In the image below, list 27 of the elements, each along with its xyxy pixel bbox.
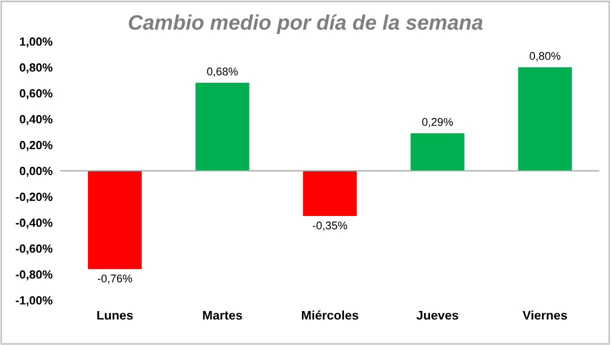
data-label: -0,76%: [98, 274, 132, 284]
y-tick-label: -0,40%: [16, 218, 52, 229]
data-label: -0,35%: [312, 222, 348, 231]
data-label: 0,80%: [530, 52, 560, 62]
y-tick-label: 0,80%: [20, 63, 52, 74]
bar: [410, 133, 464, 171]
x-tick-label: Lunes: [97, 310, 133, 320]
chart-title: Cambio medio por día de la semana: [128, 14, 483, 34]
y-tick-label: 1,00%: [20, 37, 52, 48]
y-tick-label: -1,00%: [16, 296, 52, 306]
y-tick-label: 0,60%: [20, 89, 52, 100]
bar: [196, 82, 250, 171]
bar: [303, 170, 357, 216]
x-tick-label: Martes: [203, 310, 242, 320]
y-tick-label: 0,20%: [20, 140, 52, 152]
data-label: 0,68%: [207, 68, 238, 77]
y-tick-label: -0,80%: [16, 270, 52, 280]
y-tick-label: -0,60%: [16, 244, 52, 255]
y-tick-label: 0,40%: [20, 115, 52, 126]
bar: [518, 67, 572, 171]
y-tick-label: 0,00%: [20, 166, 52, 177]
x-tick-label: Miércoles: [302, 310, 358, 320]
x-tick-label: Viernes: [522, 310, 567, 320]
data-label: 0,29%: [422, 118, 453, 128]
x-tick-label: Jueves: [416, 310, 458, 320]
bar: [88, 170, 142, 270]
y-tick-label: -0,20%: [16, 192, 52, 203]
